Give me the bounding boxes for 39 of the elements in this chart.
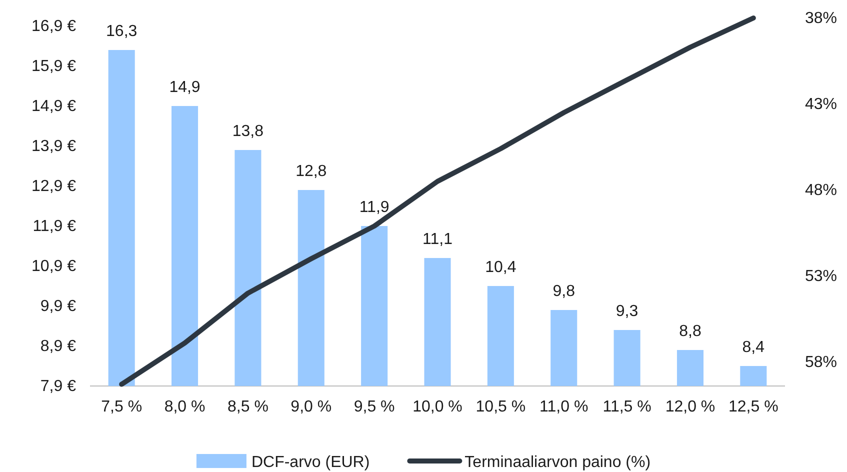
x-tick-label: 8,5 % <box>227 398 268 416</box>
y2-tick-label: 43% <box>805 96 838 114</box>
x-tick-label: 9,0 % <box>290 398 332 416</box>
data-label: 9,8 <box>552 283 576 300</box>
data-label: 14,9 <box>169 79 200 96</box>
y-tick-label: 7,9 € <box>40 378 76 396</box>
x-tick-label: 10,5 % <box>476 398 526 416</box>
y-tick-label: 9,9 € <box>40 298 76 316</box>
y-tick-label: 14,9 € <box>32 98 76 116</box>
data-label: 13,8 <box>232 123 264 140</box>
y-tick-label: 16,9 € <box>32 18 76 36</box>
y-tick-label: 10,9 € <box>32 258 76 276</box>
x-tick-label: 9,5 % <box>354 398 395 416</box>
x-tick-label: 12,0 % <box>665 398 716 416</box>
y-tick-label: 11,9 € <box>32 218 76 236</box>
y-tick-label: 15,9 € <box>32 58 76 76</box>
data-label: 8,8 <box>679 323 702 340</box>
data-label: 16,3 <box>106 23 138 40</box>
data-label: 8,4 <box>742 339 765 356</box>
y2-tick-label: 48% <box>805 182 838 200</box>
data-label: 11,1 <box>422 231 453 248</box>
x-tick-label: 8,0 % <box>164 398 206 416</box>
y-tick-label: 12,9 € <box>32 178 76 196</box>
y-tick-label: 8,9 € <box>40 338 76 356</box>
legend-label: DCF-arvo (EUR) <box>251 454 370 471</box>
y2-tick-label: 53% <box>805 268 838 286</box>
y2-tick-label: 38% <box>805 10 838 28</box>
data-label: 12,8 <box>296 163 327 180</box>
legend-label: Terminaaliarvon paino (%) <box>464 454 651 471</box>
x-tick-label: 7,5 % <box>101 398 142 416</box>
data-label: 10,4 <box>485 259 516 276</box>
x-tick-label: 11,0 % <box>540 398 588 416</box>
data-label: 11,9 <box>359 199 390 216</box>
y2-tick-label: 58% <box>805 354 838 372</box>
x-tick-label: 12,5 % <box>728 398 778 416</box>
y-tick-label: 13,9 € <box>32 138 76 156</box>
data-label: 9,3 <box>616 303 638 320</box>
x-tick-label: 11,5 % <box>602 398 652 416</box>
x-tick-label: 10,0 % <box>412 398 462 416</box>
